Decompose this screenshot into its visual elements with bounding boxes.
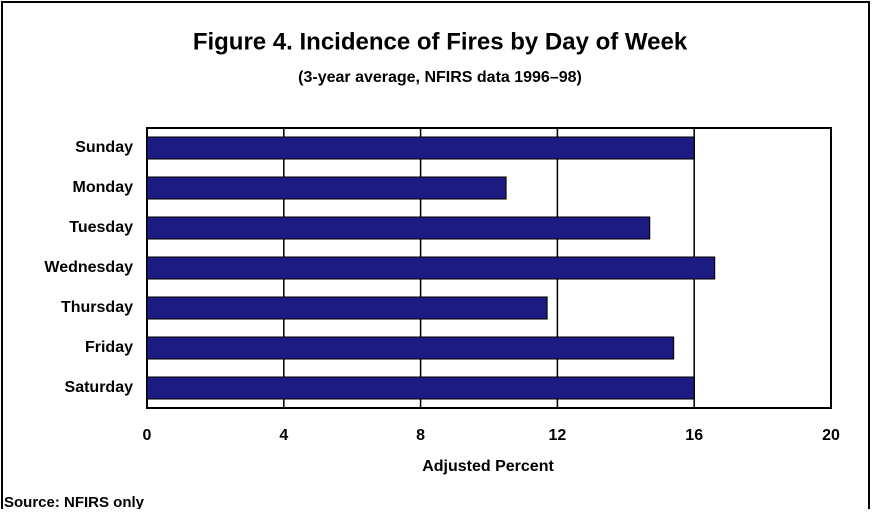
source-note: Source: NFIRS only (4, 494, 145, 509)
x-tick-label: 16 (685, 427, 703, 444)
y-tick-label: Monday (73, 179, 134, 196)
bar (146, 176, 507, 200)
bar (146, 136, 695, 160)
y-tick-label: Sunday (75, 139, 133, 156)
bar (146, 216, 651, 240)
y-tick-label: Thursday (61, 299, 133, 316)
x-tick-label: 12 (549, 427, 567, 444)
y-tick-label: Friday (85, 339, 133, 356)
y-tick-label: Tuesday (69, 219, 133, 236)
x-tick-label: 4 (279, 427, 288, 444)
x-tick-label: 0 (143, 427, 152, 444)
x-tick-label: 20 (822, 427, 840, 444)
y-tick-label: Saturday (65, 379, 134, 396)
bar (146, 376, 695, 400)
y-tick-label: Wednesday (44, 259, 133, 276)
chart-title: Figure 4. Incidence of Fires by Day of W… (193, 28, 688, 55)
x-tick-label: 8 (416, 427, 425, 444)
x-axis-title: Adjusted Percent (422, 458, 554, 475)
chart-subtitle: (3-year average, NFIRS data 1996–98) (298, 69, 582, 86)
bar (146, 296, 548, 320)
bar (146, 336, 675, 360)
bar (146, 256, 716, 280)
